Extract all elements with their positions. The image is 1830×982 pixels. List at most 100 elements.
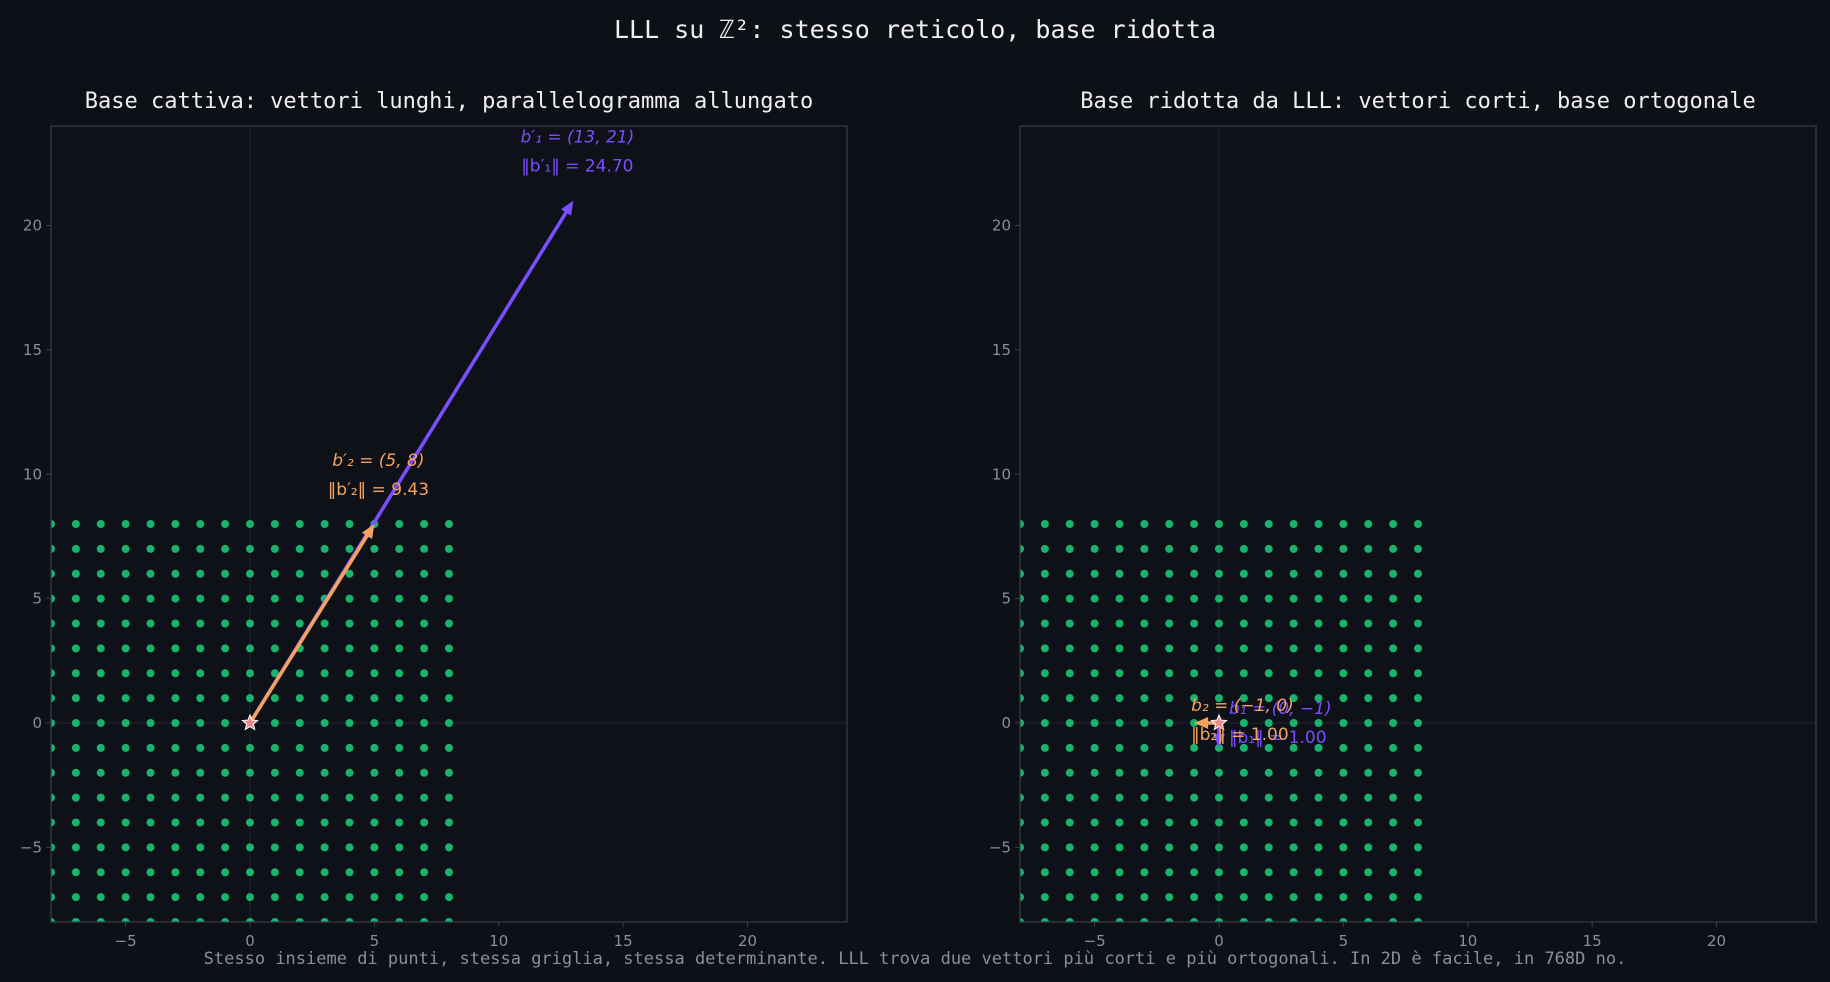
lattice-point bbox=[171, 619, 180, 628]
lattice-point bbox=[96, 644, 105, 653]
x-tick-label: −5 bbox=[115, 932, 137, 950]
lattice-point bbox=[1215, 918, 1223, 922]
lattice-point bbox=[1040, 868, 1049, 877]
lattice-point bbox=[1364, 719, 1373, 727]
lattice-point bbox=[71, 868, 80, 877]
lattice-point bbox=[1090, 719, 1099, 727]
lattice-point bbox=[345, 918, 354, 922]
lattice-point bbox=[1364, 743, 1373, 752]
lattice-point bbox=[1165, 569, 1174, 578]
lattice-point bbox=[1190, 768, 1199, 777]
lattice-point bbox=[1289, 694, 1298, 703]
lattice-point bbox=[221, 818, 230, 827]
origin-star-marker bbox=[1210, 713, 1228, 731]
vector-b1-norm-label: ‖b′₁‖ = 24.70 bbox=[521, 157, 633, 177]
plot-area bbox=[51, 126, 847, 922]
lattice-point bbox=[1040, 619, 1049, 628]
lattice-point bbox=[121, 694, 130, 703]
lattice-point bbox=[370, 918, 379, 922]
lattice-point bbox=[1215, 644, 1223, 653]
lattice-point bbox=[1339, 743, 1348, 752]
lattice-point bbox=[1364, 768, 1373, 777]
lattice-point bbox=[1040, 694, 1049, 703]
lattice-point bbox=[1264, 743, 1273, 752]
lattice-point bbox=[295, 669, 304, 678]
lattice-point bbox=[1090, 893, 1099, 902]
lattice-point bbox=[196, 818, 205, 827]
lattice-point bbox=[1339, 893, 1348, 902]
lattice-point bbox=[1339, 768, 1348, 777]
lattice-point bbox=[445, 694, 453, 703]
x-tick-label: 15 bbox=[614, 932, 633, 950]
lattice-point bbox=[51, 918, 55, 922]
lattice-point bbox=[1115, 619, 1124, 628]
lattice-point bbox=[1364, 569, 1373, 578]
lattice-point bbox=[1065, 669, 1074, 678]
lattice-point bbox=[1215, 793, 1223, 802]
lattice-point bbox=[121, 644, 130, 653]
lattice-point bbox=[146, 669, 155, 678]
chart-panel-2: b₁ = (0, −1) ‖b₁‖ = 1.00 b₂ = (−1, 0) ‖b₂‖ … bbox=[989, 89, 1817, 950]
lattice-point bbox=[1364, 669, 1373, 678]
lattice-point bbox=[1414, 594, 1422, 603]
lattice-point bbox=[121, 918, 130, 922]
lattice-point bbox=[1264, 619, 1273, 628]
lattice-point bbox=[395, 619, 404, 628]
lattice-point bbox=[1314, 743, 1323, 752]
lattice-point bbox=[1040, 719, 1049, 727]
x-tick-label: −5 bbox=[1084, 932, 1106, 950]
lattice-point bbox=[1165, 918, 1174, 922]
lattice-point bbox=[1289, 768, 1298, 777]
lattice-point bbox=[395, 743, 404, 752]
lattice-point bbox=[1020, 818, 1024, 827]
lattice-point bbox=[1190, 569, 1199, 578]
lattice-point bbox=[51, 818, 55, 827]
lattice-point bbox=[1165, 644, 1174, 653]
x-tick-label: 10 bbox=[489, 932, 508, 950]
lattice-point bbox=[121, 569, 130, 578]
lattice-point bbox=[1190, 520, 1199, 528]
lattice-point bbox=[420, 818, 429, 827]
lattice-point bbox=[1040, 818, 1049, 827]
lattice-point bbox=[1389, 743, 1398, 752]
lattice-point bbox=[445, 619, 453, 628]
lattice-point bbox=[1339, 793, 1348, 802]
lattice-point bbox=[1389, 669, 1398, 678]
lattice-point bbox=[1215, 569, 1223, 578]
chart-panel-1: b′₁ = (13, 21) ‖b′₁‖ = 24.70 b′₂ = (5, 8) ‖… bbox=[20, 89, 848, 950]
lattice-point bbox=[1364, 544, 1373, 553]
lattice-point bbox=[1090, 818, 1099, 827]
lattice-point bbox=[1289, 544, 1298, 553]
lattice-point bbox=[1414, 719, 1422, 727]
lattice-point bbox=[96, 768, 105, 777]
lattice-point bbox=[1339, 719, 1348, 727]
lattice-point bbox=[395, 768, 404, 777]
lattice-point bbox=[445, 520, 453, 528]
lattice-point bbox=[1414, 669, 1422, 678]
lattice-point bbox=[445, 644, 453, 653]
lattice-point bbox=[420, 694, 429, 703]
plot-area bbox=[1020, 126, 1816, 922]
lattice-point bbox=[1190, 594, 1199, 603]
lattice-point bbox=[1289, 918, 1298, 922]
lattice-point bbox=[1289, 669, 1298, 678]
lattice-point bbox=[295, 694, 304, 703]
lattice-point bbox=[1215, 893, 1223, 902]
lattice-point bbox=[295, 569, 304, 578]
lattice-point bbox=[345, 743, 354, 752]
lattice-point bbox=[196, 793, 205, 802]
lattice-point bbox=[420, 868, 429, 877]
lattice-point bbox=[345, 644, 354, 653]
x-tick-label: 20 bbox=[1707, 932, 1726, 950]
lattice-point bbox=[1389, 818, 1398, 827]
lattice-point bbox=[146, 544, 155, 553]
lattice-point bbox=[345, 619, 354, 628]
lattice-point bbox=[71, 569, 80, 578]
lattice-point bbox=[246, 544, 254, 553]
lattice-point bbox=[1289, 594, 1298, 603]
lattice-point bbox=[121, 743, 130, 752]
lattice-point bbox=[445, 843, 453, 852]
lattice-point bbox=[295, 619, 304, 628]
lattice-point bbox=[1314, 918, 1323, 922]
